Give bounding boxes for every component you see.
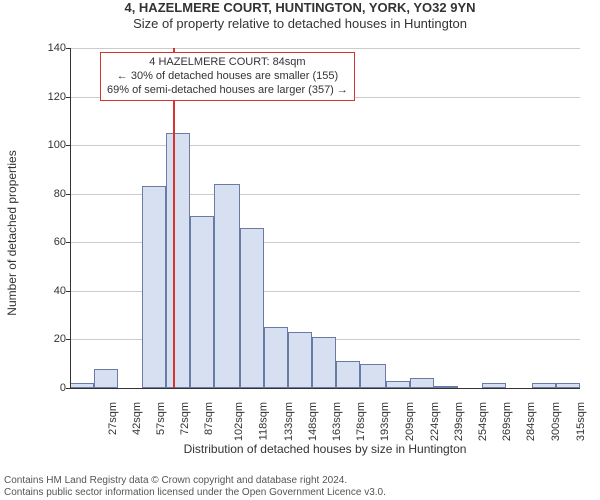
xtick-label: 178sqm	[355, 402, 367, 441]
histogram-bar	[214, 184, 240, 388]
xtick-label: 269sqm	[501, 402, 513, 441]
plot-area: Number of detached properties 0204060801…	[70, 48, 580, 418]
xtick-label: 254sqm	[477, 402, 489, 441]
annotation-box: 4 HAZELMERE COURT: 84sqm ← 30% of detach…	[100, 52, 355, 101]
chart-title: 4, HAZELMERE COURT, HUNTINGTON, YORK, YO…	[0, 0, 600, 16]
plot: 020406080100120140 4 HAZELMERE COURT: 84…	[70, 48, 580, 388]
histogram-bar	[386, 381, 410, 388]
xtick-label: 57sqm	[155, 402, 167, 435]
footer-line1: Contains HM Land Registry data © Crown c…	[4, 475, 386, 487]
chart-container: 4, HAZELMERE COURT, HUNTINGTON, YORK, YO…	[0, 0, 600, 500]
xtick-label: 87sqm	[203, 402, 215, 435]
histogram-bar	[166, 133, 190, 388]
ytick-label: 120	[48, 91, 66, 103]
xtick-label: 148sqm	[307, 402, 319, 441]
xtick-label: 133sqm	[283, 402, 295, 441]
xtick-label: 27sqm	[107, 402, 119, 435]
ytick-label: 100	[48, 139, 66, 151]
xtick-label: 209sqm	[404, 402, 416, 441]
y-axis-line	[70, 48, 71, 388]
histogram-bar	[190, 216, 214, 388]
xtick-label: 284sqm	[525, 402, 537, 441]
footer: Contains HM Land Registry data © Crown c…	[4, 475, 386, 498]
ytick-label: 40	[54, 285, 66, 297]
annotation-line2: ← 30% of detached houses are smaller (15…	[107, 70, 348, 84]
ytick-label: 0	[60, 382, 66, 394]
xtick-label: 224sqm	[429, 402, 441, 441]
ytick-label: 80	[54, 188, 66, 200]
xtick-label: 102sqm	[233, 402, 245, 441]
histogram-bar	[312, 337, 336, 388]
xtick-label: 193sqm	[379, 402, 391, 441]
xtick-label: 42sqm	[131, 402, 143, 435]
x-axis-label: Distribution of detached houses by size …	[70, 442, 580, 456]
ytick-label: 20	[54, 333, 66, 345]
histogram-bar	[94, 369, 118, 388]
chart-subtitle: Size of property relative to detached ho…	[0, 16, 600, 32]
y-axis-label: Number of detached properties	[5, 150, 19, 315]
xtick-label: 118sqm	[257, 402, 269, 440]
xtick-label: 315sqm	[575, 402, 587, 441]
annotation-line1: 4 HAZELMERE COURT: 84sqm	[107, 56, 348, 70]
histogram-bar	[336, 361, 360, 388]
ytick-label: 60	[54, 236, 66, 248]
xtick-label: 239sqm	[453, 402, 465, 441]
histogram-bar	[410, 378, 434, 388]
histogram-bar	[142, 186, 166, 388]
histogram-bar	[240, 228, 264, 388]
x-axis-line	[70, 388, 580, 389]
histogram-bar	[360, 364, 386, 388]
histogram-bar	[264, 327, 288, 388]
xtick-label: 72sqm	[179, 402, 191, 435]
xtick-label: 300sqm	[550, 402, 562, 441]
ytick-label: 140	[48, 42, 66, 54]
footer-line2: Contains public sector information licen…	[4, 487, 386, 499]
annotation-line3: 69% of semi-detached houses are larger (…	[107, 84, 348, 98]
xtick-label: 163sqm	[331, 402, 343, 441]
histogram-bar	[288, 332, 312, 388]
